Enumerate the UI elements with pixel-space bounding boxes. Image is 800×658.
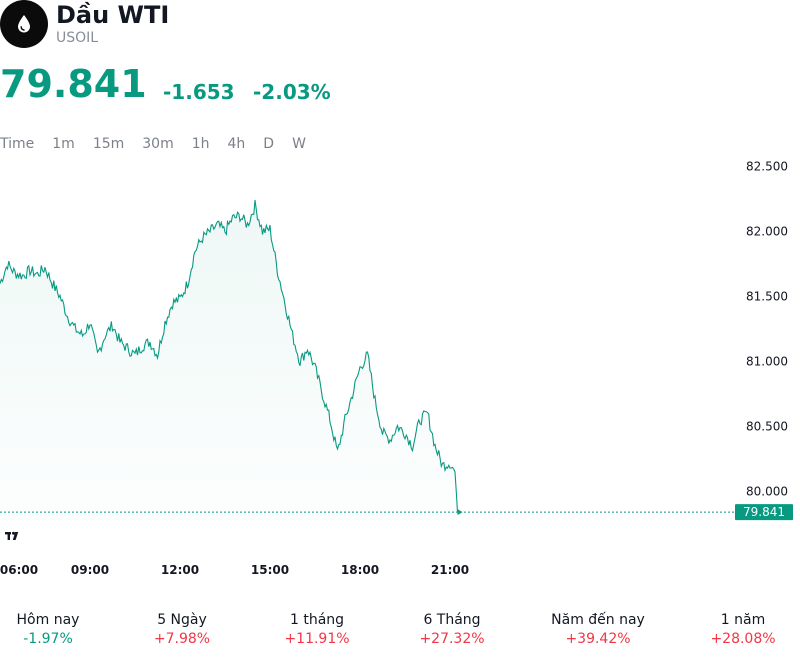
x-tick-label: 09:00	[71, 563, 109, 577]
x-tick-label: 06:00	[0, 563, 38, 577]
last-price-marker	[457, 509, 463, 516]
tab-1h[interactable]: 1h	[191, 136, 210, 152]
perf-label: 6 Tháng	[423, 612, 481, 628]
y-tick-label: 82.500	[746, 160, 788, 173]
interval-tabs: Time 1m 15m 30m 1h 4h D W	[0, 132, 324, 156]
x-axis: 06:00 09:00 12:00 15:00 18:00 21:00	[0, 563, 469, 577]
tradingview-logo[interactable]	[0, 522, 28, 550]
last-price: 79.841	[0, 62, 147, 106]
perf-label: 5 Ngày	[157, 612, 207, 628]
perf-1m[interactable]: 1 tháng +11.91%	[252, 610, 382, 648]
tab-w[interactable]: W	[292, 136, 306, 152]
x-tick-label: 18:00	[341, 563, 379, 577]
perf-value: +39.42%	[565, 631, 631, 647]
price-change-percent: -2.03%	[253, 80, 331, 104]
y-tick-label: 81.000	[746, 354, 788, 368]
symbol-title: Dầu WTI	[56, 1, 170, 29]
y-tick-label: 82.000	[746, 224, 788, 238]
tab-30m[interactable]: 30m	[142, 136, 174, 152]
tab-1m[interactable]: 1m	[52, 136, 75, 152]
perf-label: 1 tháng	[289, 612, 345, 628]
perf-label: Hôm nay	[16, 612, 80, 628]
x-tick-label: 21:00	[431, 563, 469, 577]
price-area	[0, 200, 458, 520]
perf-today[interactable]: Hôm nay -1.97%	[0, 610, 113, 648]
perf-value: +7.98%	[153, 631, 211, 647]
perf-label: Năm đến nay	[551, 612, 645, 628]
performance-bar: Hôm nay -1.97% 5 Ngày +7.98% 1 tháng +11…	[0, 606, 800, 658]
perf-value: -1.97%	[23, 631, 73, 647]
perf-value: +11.91%	[284, 631, 350, 647]
y-axis: 82.500 82.000 81.500 81.000 80.500 80.000	[746, 160, 788, 498]
last-price-tag-label: 79.841	[743, 505, 785, 519]
symbol-ticker: USOIL	[56, 30, 99, 46]
price-line	[0, 200, 459, 513]
tradingview-icon	[5, 531, 19, 540]
y-tick-label: 80.500	[746, 419, 788, 433]
tab-15m[interactable]: 15m	[92, 136, 125, 152]
perf-6m[interactable]: 6 Tháng +27.32%	[387, 610, 517, 648]
header: Dầu WTI USOIL	[0, 0, 800, 60]
x-tick-label: 12:00	[161, 563, 199, 577]
perf-1y[interactable]: 1 năm +28.08%	[678, 610, 800, 648]
tab-time[interactable]: Time	[0, 136, 35, 152]
tab-4h[interactable]: 4h	[227, 136, 246, 152]
oil-drop-icon	[18, 15, 30, 33]
y-tick-label: 80.000	[746, 484, 788, 498]
tab-d[interactable]: D	[263, 136, 275, 152]
perf-ytd[interactable]: Năm đến nay +39.42%	[533, 610, 663, 648]
last-price-tag	[735, 504, 793, 521]
perf-value: +28.08%	[710, 631, 776, 647]
perf-value: +27.32%	[419, 631, 485, 647]
x-tick-label: 15:00	[251, 563, 289, 577]
perf-label: 1 năm	[720, 612, 766, 628]
price-chart[interactable]: 82.500 82.000 81.500 81.000 80.500 80.000 06:…	[0, 160, 800, 590]
price-change: -1.653	[163, 80, 235, 104]
y-tick-label: 81.500	[746, 289, 788, 303]
symbol-logo	[0, 0, 48, 48]
perf-5d[interactable]: 5 Ngày +7.98%	[117, 610, 247, 648]
